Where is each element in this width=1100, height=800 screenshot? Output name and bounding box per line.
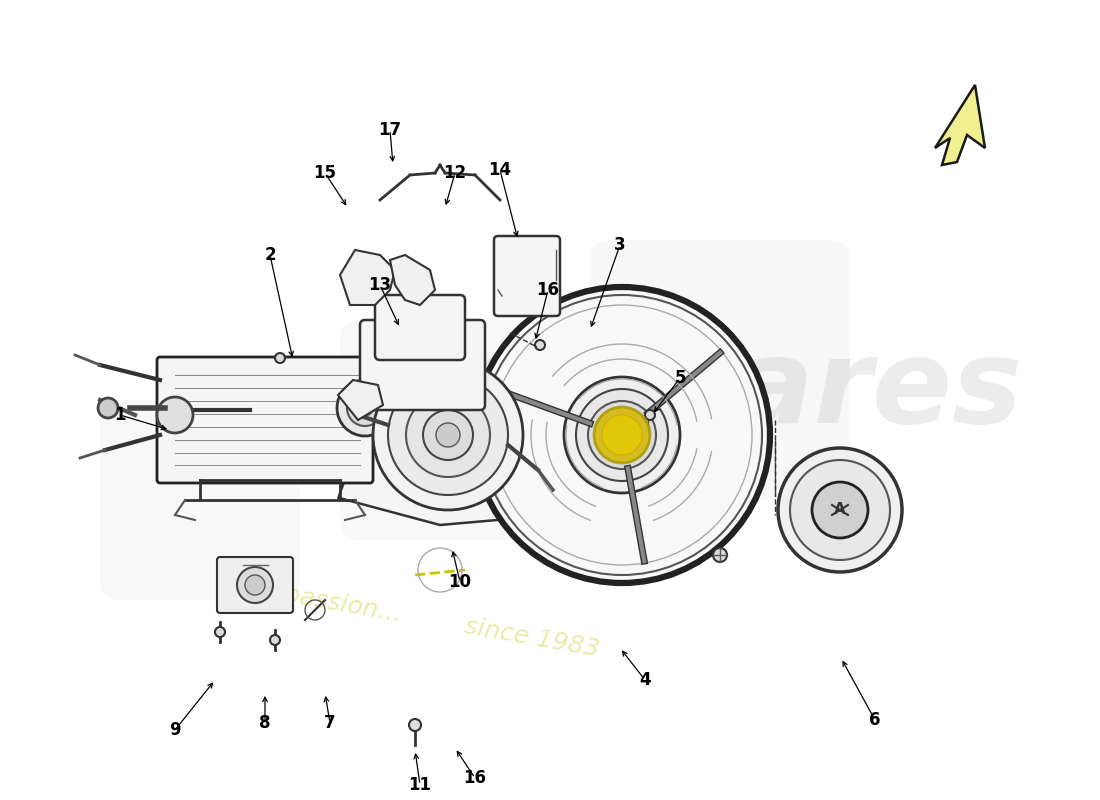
Text: 3: 3 — [614, 236, 626, 254]
Text: 16: 16 — [463, 769, 486, 787]
FancyBboxPatch shape — [375, 295, 465, 360]
Circle shape — [346, 390, 383, 426]
Text: 1: 1 — [114, 406, 125, 424]
Text: 2: 2 — [264, 246, 276, 264]
Circle shape — [436, 423, 460, 447]
Text: 15: 15 — [314, 164, 337, 182]
Text: 9: 9 — [169, 721, 180, 739]
Circle shape — [713, 548, 727, 562]
Circle shape — [535, 340, 544, 350]
Circle shape — [337, 380, 393, 436]
Text: 7: 7 — [324, 714, 336, 732]
Text: a passion...        since 1983: a passion... since 1983 — [258, 578, 601, 662]
FancyBboxPatch shape — [360, 320, 485, 410]
Text: 6: 6 — [869, 711, 881, 729]
FancyBboxPatch shape — [590, 240, 850, 500]
Circle shape — [588, 401, 656, 469]
Circle shape — [236, 567, 273, 603]
Text: 12: 12 — [443, 164, 466, 182]
Circle shape — [388, 375, 508, 495]
Circle shape — [245, 575, 265, 595]
Polygon shape — [338, 380, 383, 420]
Circle shape — [474, 287, 770, 583]
Polygon shape — [390, 255, 435, 305]
Text: 13: 13 — [368, 276, 392, 294]
Circle shape — [602, 415, 642, 455]
Circle shape — [406, 393, 490, 477]
Circle shape — [214, 627, 225, 637]
Text: 8: 8 — [260, 714, 271, 732]
Circle shape — [358, 400, 373, 416]
Circle shape — [564, 377, 680, 493]
Circle shape — [594, 407, 650, 463]
Circle shape — [275, 353, 285, 363]
Circle shape — [790, 460, 890, 560]
Text: 4: 4 — [639, 671, 651, 689]
Polygon shape — [935, 85, 984, 165]
Circle shape — [409, 719, 421, 731]
Circle shape — [778, 448, 902, 572]
Circle shape — [98, 398, 118, 418]
Text: A: A — [834, 502, 846, 518]
Circle shape — [576, 389, 668, 481]
Text: 17: 17 — [378, 121, 402, 139]
FancyBboxPatch shape — [100, 400, 300, 600]
Circle shape — [373, 360, 522, 510]
Wedge shape — [339, 420, 544, 525]
Text: eurospares: eurospares — [277, 333, 1023, 447]
Circle shape — [645, 410, 654, 420]
FancyBboxPatch shape — [217, 557, 293, 613]
FancyBboxPatch shape — [494, 236, 560, 316]
Text: 11: 11 — [408, 776, 431, 794]
Circle shape — [270, 635, 280, 645]
Circle shape — [424, 410, 473, 460]
Text: 10: 10 — [449, 573, 472, 591]
FancyBboxPatch shape — [157, 357, 373, 483]
Text: 16: 16 — [537, 281, 560, 299]
Polygon shape — [340, 250, 395, 305]
FancyBboxPatch shape — [340, 320, 560, 540]
Text: 14: 14 — [488, 161, 512, 179]
Circle shape — [812, 482, 868, 538]
Circle shape — [157, 397, 192, 433]
Text: 5: 5 — [674, 369, 685, 387]
